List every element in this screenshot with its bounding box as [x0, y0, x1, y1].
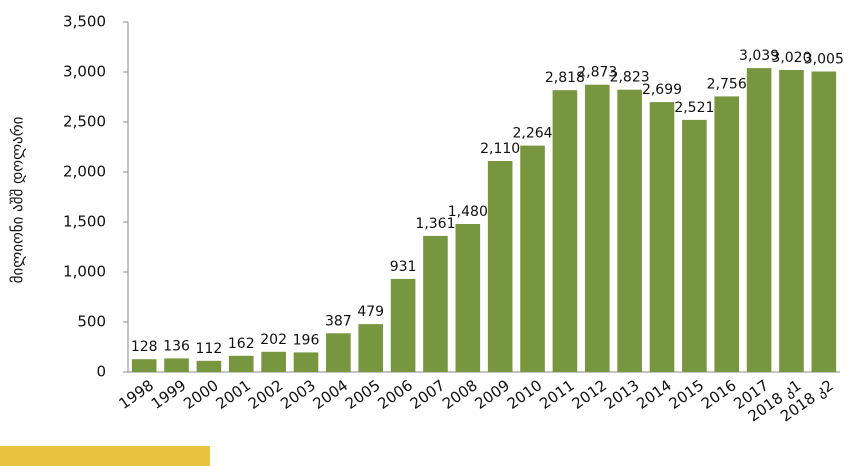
bar — [390, 278, 416, 372]
bar — [520, 145, 545, 372]
y-tick-label: 3,000 — [63, 63, 106, 81]
x-tick-label: 1999 — [148, 376, 190, 413]
value-label: 479 — [357, 304, 384, 320]
x-tick-label: 2005 — [342, 376, 384, 413]
bar — [228, 355, 254, 372]
bar — [423, 235, 448, 372]
value-label: 2,756 — [707, 76, 747, 92]
x-tick-label: 2004 — [310, 376, 352, 413]
y-tick-label: 500 — [77, 313, 106, 331]
x-tick-label: 2012 — [569, 376, 611, 413]
x-tick-label: 2011 — [536, 376, 578, 413]
value-label: 2,521 — [674, 100, 714, 116]
x-tick-label: 2002 — [245, 376, 287, 413]
bar — [326, 333, 351, 372]
value-label: 2,818 — [545, 70, 585, 86]
bar — [779, 70, 804, 372]
bar — [682, 119, 707, 373]
y-tick-label: 3,500 — [63, 13, 106, 31]
value-label: 3,039 — [739, 48, 779, 64]
bar — [164, 358, 189, 372]
x-tick-label: 2013 — [601, 376, 643, 413]
bar — [261, 351, 286, 372]
y-axis-label: მილიონი აშშ დოლარი — [9, 116, 27, 283]
value-label: 1,480 — [448, 204, 488, 220]
x-tick-label: 2003 — [277, 376, 319, 413]
value-label: 931 — [390, 259, 417, 275]
value-label: 2,823 — [610, 70, 650, 86]
bar — [487, 161, 513, 372]
footer-strip — [0, 446, 210, 466]
value-label: 202 — [260, 332, 287, 348]
bar — [293, 352, 319, 372]
value-label: 3,020 — [771, 50, 811, 66]
bar — [811, 71, 837, 372]
x-tick-label: 2006 — [374, 376, 416, 413]
bar — [584, 84, 610, 372]
value-label: 3,005 — [804, 52, 844, 68]
x-tick-label: 2010 — [504, 376, 546, 413]
bar — [617, 89, 642, 372]
value-label: 2,873 — [577, 65, 617, 81]
value-label: 196 — [293, 332, 320, 348]
bar — [714, 96, 740, 373]
value-label: 162 — [228, 336, 255, 352]
bar — [552, 90, 578, 372]
y-tick-label: 0 — [96, 363, 106, 381]
value-label: 2,110 — [480, 141, 520, 157]
y-tick-label: 1,000 — [63, 263, 106, 281]
x-tick-label: 2014 — [633, 376, 675, 413]
bar — [455, 224, 481, 372]
bar — [131, 359, 157, 372]
x-tick-label: 2015 — [666, 376, 708, 413]
x-tick-label: 2016 — [698, 376, 740, 413]
value-label: 112 — [196, 341, 223, 357]
value-label: 128 — [131, 339, 158, 355]
value-label: 2,264 — [512, 126, 552, 142]
y-tick-label: 2,000 — [63, 163, 106, 181]
value-label: 2,699 — [642, 82, 682, 98]
x-tick-label: 2007 — [407, 376, 449, 413]
value-label: 1,361 — [415, 216, 455, 232]
y-tick-label: 1,500 — [63, 213, 106, 231]
bar — [196, 360, 222, 372]
bar — [358, 324, 384, 372]
x-tick-label: 2001 — [213, 376, 255, 413]
x-tick-label: 2000 — [180, 376, 222, 413]
x-tick-label: 2009 — [471, 376, 513, 413]
y-tick-label: 2,500 — [63, 113, 106, 131]
x-tick-label: 1998 — [115, 376, 157, 413]
value-label: 387 — [325, 313, 352, 329]
bar — [649, 102, 675, 372]
value-label: 136 — [163, 338, 190, 354]
bar — [746, 68, 772, 372]
x-tick-label: 2008 — [439, 376, 481, 413]
